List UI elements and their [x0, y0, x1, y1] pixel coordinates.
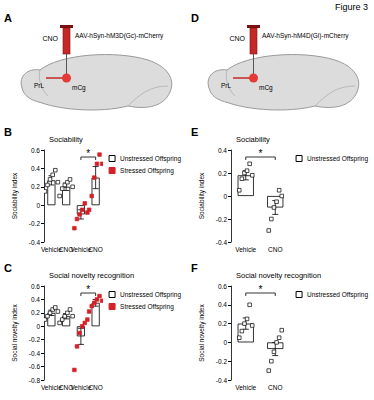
svg-text:*: *: [86, 148, 90, 159]
html-text:F: F: [191, 262, 198, 274]
svg-text:0.2: 0.2: [218, 170, 227, 177]
svg-text:mCg: mCg: [72, 84, 86, 92]
svg-text:*: *: [259, 284, 263, 295]
svg-text:-0.4: -0.4: [216, 239, 228, 246]
svg-text:Vehicle: Vehicle: [70, 384, 92, 391]
svg-text:PrL: PrL: [221, 82, 232, 89]
svg-text:CNO: CNO: [42, 35, 58, 42]
html-text:E: E: [191, 126, 199, 138]
svg-text:mCg: mCg: [259, 84, 273, 92]
svg-text:0: 0: [223, 193, 227, 200]
svg-text:AAV-hSyn-hM4D(Gi)-mCherry: AAV-hSyn-hM4D(Gi)-mCherry: [262, 32, 349, 40]
html-text:A: A: [4, 12, 12, 24]
svg-text:Vehicle: Vehicle: [235, 384, 256, 391]
svg-text:Sociability: Sociability: [236, 135, 270, 144]
svg-text:*: *: [86, 284, 90, 295]
svg-text:CNO: CNO: [268, 384, 282, 391]
svg-text:0: 0: [36, 323, 40, 330]
svg-text:Unstressed Offspring: Unstressed Offspring: [120, 155, 181, 163]
svg-text:-0.2: -0.2: [216, 216, 228, 223]
svg-text:0.4: 0.4: [31, 165, 40, 172]
svg-text:Vehicle: Vehicle: [40, 384, 62, 391]
svg-text:Vehicle: Vehicle: [40, 246, 62, 253]
svg-text:Unstressed Offspring: Unstressed Offspring: [307, 291, 368, 299]
html-text:C: C: [4, 262, 12, 274]
svg-text:Social novelty index: Social novelty index: [198, 304, 206, 362]
svg-text:-0.6: -0.6: [29, 363, 41, 370]
svg-text:-0.4: -0.4: [29, 350, 41, 357]
svg-text:-0.8: -0.8: [29, 377, 41, 384]
svg-text:AAV-hSyn-hM3D(Gc)-mCherry: AAV-hSyn-hM3D(Gc)-mCherry: [75, 32, 164, 40]
html-text:Figure 3: Figure 3: [335, 2, 368, 12]
svg-text:Stressed Offspring: Stressed Offspring: [120, 167, 174, 175]
svg-text:-0.2: -0.2: [29, 336, 41, 343]
svg-text:Vehicle: Vehicle: [70, 246, 92, 253]
svg-text:0.6: 0.6: [31, 147, 40, 154]
svg-text:Stressed Offspring: Stressed Offspring: [120, 303, 174, 311]
svg-text:-0.4: -0.4: [216, 377, 228, 384]
svg-text:-0.4: -0.4: [29, 239, 41, 246]
svg-text:0.4: 0.4: [218, 301, 227, 308]
svg-text:Social novelty index: Social novelty index: [11, 304, 19, 362]
svg-text:CNO: CNO: [88, 246, 102, 253]
svg-text:*: *: [259, 148, 263, 159]
svg-text:0.2: 0.2: [31, 183, 40, 190]
svg-text:-0.2: -0.2: [29, 220, 41, 227]
svg-text:CNO: CNO: [58, 384, 74, 391]
html-text:D: D: [191, 12, 199, 24]
svg-text:Social novelty recognition: Social novelty recognition: [236, 271, 321, 280]
svg-text:Social novelty recognition: Social novelty recognition: [49, 271, 134, 280]
svg-text:Sociability index: Sociability index: [198, 172, 206, 219]
svg-text:-0.2: -0.2: [216, 358, 228, 365]
svg-text:PrL: PrL: [34, 82, 45, 89]
svg-text:0.6: 0.6: [218, 283, 227, 290]
svg-text:0: 0: [36, 202, 40, 209]
svg-text:0.6: 0.6: [31, 283, 40, 290]
svg-text:0.4: 0.4: [31, 296, 40, 303]
svg-text:CNO: CNO: [229, 35, 245, 42]
svg-text:0.2: 0.2: [218, 320, 227, 327]
svg-text:0.2: 0.2: [31, 309, 40, 316]
svg-text:Sociability: Sociability: [49, 135, 83, 144]
svg-text:0.4: 0.4: [218, 147, 227, 154]
svg-text:CNO: CNO: [268, 246, 282, 253]
svg-text:0: 0: [223, 339, 227, 346]
html-text:B: B: [4, 126, 12, 138]
svg-text:CNO: CNO: [58, 246, 74, 253]
svg-text:Unstressed Offspring: Unstressed Offspring: [120, 291, 181, 299]
svg-text:Vehicle: Vehicle: [235, 246, 256, 253]
svg-text:Sociability index: Sociability index: [11, 172, 19, 219]
svg-text:CNO: CNO: [88, 384, 102, 391]
svg-text:Unstressed Offspring: Unstressed Offspring: [307, 155, 368, 163]
